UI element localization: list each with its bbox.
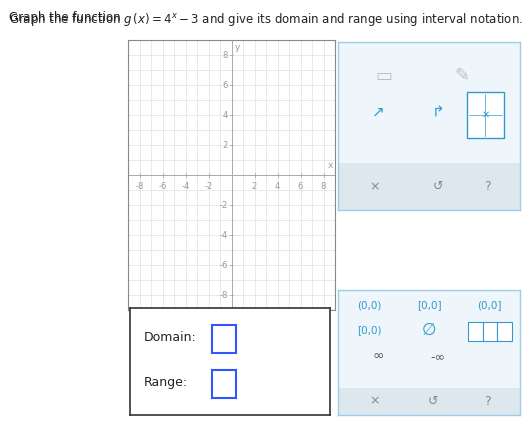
FancyBboxPatch shape — [212, 370, 236, 398]
Text: Range:: Range: — [144, 376, 188, 389]
Text: 2: 2 — [223, 141, 228, 149]
Text: -6: -6 — [219, 261, 228, 269]
Text: 8: 8 — [223, 51, 228, 59]
Text: -2: -2 — [220, 200, 228, 210]
Text: y: y — [235, 43, 240, 52]
Text: ↗: ↗ — [372, 105, 384, 120]
Text: 4: 4 — [223, 110, 228, 120]
FancyBboxPatch shape — [468, 322, 482, 341]
FancyBboxPatch shape — [497, 322, 512, 341]
Bar — [338, 387, 520, 415]
Text: ?: ? — [484, 395, 490, 408]
Text: -4: -4 — [181, 182, 190, 191]
Text: ↱: ↱ — [432, 105, 445, 120]
Text: 2: 2 — [252, 182, 257, 191]
Text: (0,0]: (0,0] — [477, 300, 501, 310]
Text: (0,0): (0,0) — [357, 300, 381, 310]
Text: -6: -6 — [159, 182, 167, 191]
Text: -8: -8 — [219, 290, 228, 299]
Text: ×: × — [369, 180, 380, 193]
Text: [0,0]: [0,0] — [417, 300, 442, 310]
Text: 4: 4 — [275, 182, 280, 191]
Text: ?: ? — [484, 180, 490, 193]
Text: -4: -4 — [220, 231, 228, 240]
Text: ✎: ✎ — [454, 67, 469, 85]
Text: ∞: ∞ — [372, 349, 384, 363]
Text: -8: -8 — [135, 182, 144, 191]
FancyBboxPatch shape — [482, 322, 497, 341]
Text: x: x — [327, 161, 333, 170]
Text: Graph the function $g\,(x) = 4^{x} - 3$ and give its domain and range using inte: Graph the function $g\,(x) = 4^{x} - 3$ … — [9, 11, 523, 27]
Text: 6: 6 — [223, 80, 228, 90]
Text: Graph the function: Graph the function — [9, 11, 125, 24]
Text: ✕: ✕ — [481, 110, 489, 120]
Text: ▭: ▭ — [375, 67, 392, 85]
Text: Domain:: Domain: — [144, 331, 197, 344]
Text: ∅: ∅ — [422, 321, 436, 339]
Text: 8: 8 — [321, 182, 326, 191]
Text: [0,0): [0,0) — [356, 325, 381, 335]
FancyBboxPatch shape — [467, 92, 503, 138]
Text: -∞: -∞ — [430, 350, 446, 363]
Text: -2: -2 — [204, 182, 213, 191]
Text: ↺: ↺ — [433, 180, 443, 193]
Text: 6: 6 — [298, 182, 303, 191]
Text: ↺: ↺ — [427, 395, 438, 408]
FancyBboxPatch shape — [212, 325, 236, 353]
Text: ×: × — [369, 395, 380, 408]
Bar — [338, 163, 520, 210]
